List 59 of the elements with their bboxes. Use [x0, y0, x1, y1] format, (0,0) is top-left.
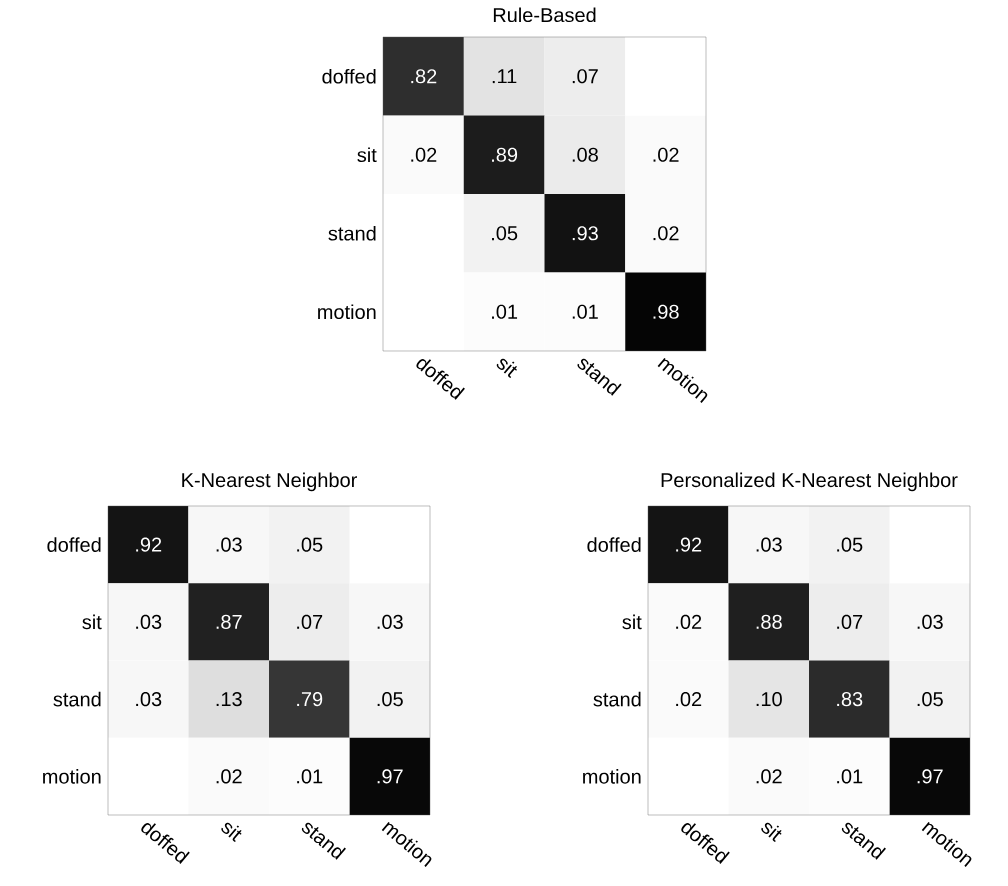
data-label: .05	[377, 692, 403, 707]
y-tick-label: doffed	[587, 537, 641, 552]
y-tick-label: sit	[82, 614, 102, 630]
data-label: .97	[377, 769, 403, 784]
y-tick-label: motion	[583, 769, 641, 784]
data-label: .97	[917, 769, 943, 784]
x-tick-label: sit	[761, 822, 782, 842]
data-label: .93	[572, 226, 598, 241]
data-label: .05	[297, 537, 323, 552]
data-label: .02	[411, 147, 437, 162]
data-label: .07	[837, 614, 863, 629]
data-label: .05	[492, 226, 518, 241]
data-label: .82	[411, 69, 437, 84]
data-label: .07	[297, 614, 323, 629]
data-label: .02	[653, 147, 679, 162]
data-label: .92	[676, 537, 702, 552]
data-label: .03	[136, 692, 162, 707]
data-label: .01	[837, 769, 863, 784]
data-label: .10	[756, 692, 782, 707]
data-label: .98	[653, 304, 679, 319]
data-label: .03	[136, 614, 162, 629]
y-tick-label: stand	[53, 691, 101, 707]
chart-title: Personalized K-Nearest Neighbor	[661, 472, 958, 492]
data-label: .83	[837, 692, 863, 707]
chart-title: K-Nearest Neighbor	[182, 472, 357, 492]
x-tick-label: sit	[221, 822, 242, 842]
data-label: .08	[572, 147, 598, 162]
data-label: .03	[216, 537, 242, 552]
y-tick-label: doffed	[47, 537, 101, 552]
data-label: .01	[572, 304, 598, 319]
data-label: .07	[572, 69, 598, 84]
data-label: .01	[492, 304, 518, 319]
data-label: .03	[756, 537, 782, 552]
data-label: .11	[492, 69, 517, 84]
y-tick-label: motion	[43, 769, 101, 784]
data-label: .05	[917, 692, 943, 707]
y-tick-label: stand	[593, 691, 641, 707]
data-label: .89	[492, 147, 518, 162]
chart-title: Rule-Based	[493, 7, 596, 23]
data-label: .03	[377, 614, 403, 629]
y-tick-label: sit	[622, 614, 642, 630]
data-label: .05	[837, 537, 863, 552]
y-tick-label: sit	[357, 147, 377, 163]
data-label: .88	[756, 614, 782, 629]
data-label: .02	[653, 226, 679, 241]
y-tick-label: motion	[318, 304, 376, 320]
data-label: .92	[136, 537, 162, 552]
data-label: .79	[297, 692, 323, 707]
data-label: .02	[676, 692, 702, 707]
y-tick-label: doffed	[322, 68, 376, 84]
y-tick-label: stand	[328, 225, 376, 241]
x-tick-label: sit	[496, 358, 517, 378]
data-label: .13	[216, 692, 242, 707]
data-label: .02	[216, 769, 242, 784]
data-label: .02	[756, 769, 782, 784]
data-label: .87	[216, 614, 242, 629]
data-label: .02	[676, 614, 702, 629]
data-label: .03	[917, 614, 943, 629]
data-label: .01	[297, 769, 323, 784]
